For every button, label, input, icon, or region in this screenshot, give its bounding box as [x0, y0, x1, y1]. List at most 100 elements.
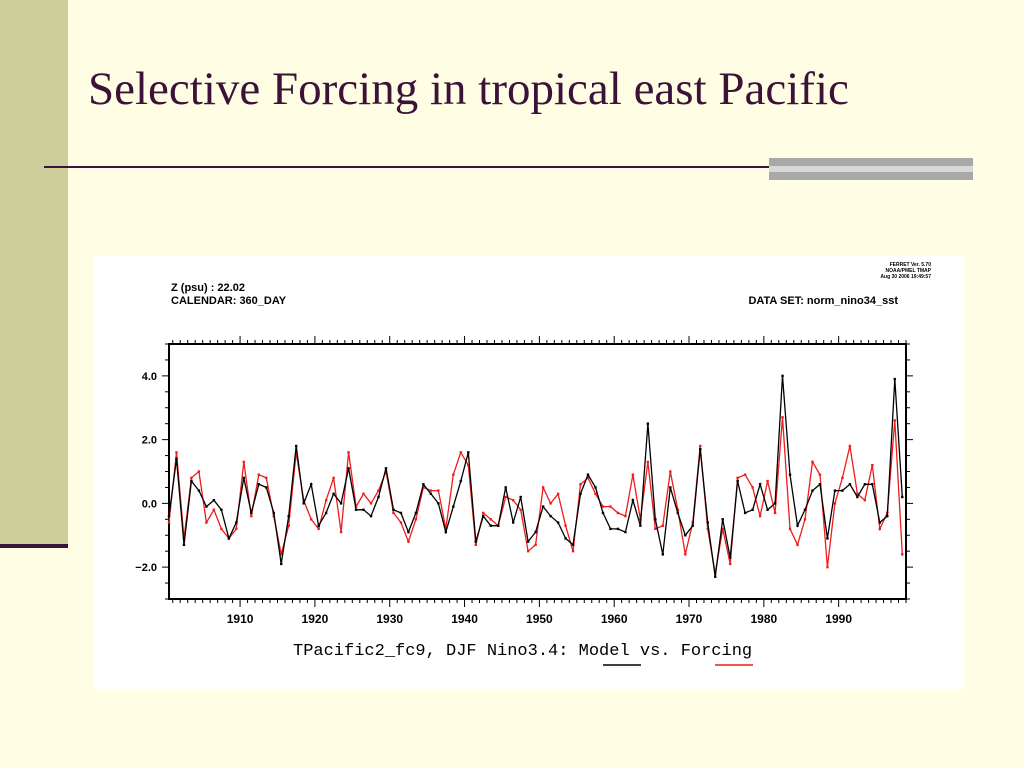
- model-point: [332, 492, 335, 496]
- forcing-point: [586, 476, 590, 480]
- forcing-point: [766, 479, 769, 483]
- model-point: [182, 543, 186, 547]
- model-point: [728, 556, 732, 559]
- forcing-point: [788, 527, 792, 531]
- forcing-point: [309, 518, 313, 521]
- model-point: [212, 498, 216, 502]
- forcing-point: [579, 483, 582, 486]
- forcing-point: [758, 514, 762, 518]
- ferret-stamp-line3: Aug 30 2006 19:49:57: [880, 274, 931, 280]
- forcing-point: [833, 502, 837, 505]
- model-point: [354, 508, 358, 511]
- model-point: [811, 489, 814, 492]
- model-point: [459, 479, 463, 483]
- forcing-point: [736, 476, 739, 480]
- header-dataset-label: DATA SET: norm_nino34_sst: [748, 295, 898, 307]
- forcing-point: [773, 511, 777, 515]
- x-tick-label: 1970: [676, 612, 703, 626]
- model-point: [586, 473, 590, 476]
- model-point: [796, 524, 799, 527]
- model-point: [639, 524, 642, 527]
- model-point: [736, 479, 739, 483]
- forcing-point: [669, 470, 672, 473]
- forcing-point: [287, 524, 290, 527]
- forcing-point: [699, 444, 702, 448]
- model-point: [571, 543, 575, 547]
- model-point: [743, 511, 747, 515]
- model-point: [474, 540, 477, 543]
- model-point: [661, 553, 665, 556]
- model-point: [407, 530, 410, 534]
- model-point: [706, 521, 709, 524]
- model-point: [392, 508, 395, 511]
- forcing-point: [616, 511, 620, 515]
- model-point: [646, 422, 650, 425]
- forcing-point: [863, 498, 867, 502]
- model-point: [452, 505, 455, 508]
- header-calendar-label: CALENDAR: 360_DAY: [171, 295, 287, 307]
- model-point: [526, 540, 530, 543]
- model-point: [841, 489, 844, 492]
- model-point: [669, 486, 672, 489]
- x-tick-label: 1940: [451, 612, 478, 626]
- model-point: [631, 498, 635, 502]
- model-point: [294, 444, 298, 448]
- forcing-point: [556, 492, 560, 496]
- y-tick-label: 4.0: [142, 371, 157, 383]
- forcing-point: [519, 508, 522, 511]
- forcing-point: [339, 530, 343, 534]
- model-point: [556, 521, 560, 524]
- x-axis: 1910 1920 1930 1940 1950 1960 1970 1980 1990: [227, 612, 853, 626]
- forcing-point: [444, 527, 448, 531]
- model-point: [437, 502, 440, 505]
- title-accent-bar-top: [769, 158, 973, 166]
- forcing-point: [422, 486, 425, 489]
- forcing-point: [751, 486, 754, 489]
- forcing-point: [676, 508, 679, 511]
- model-point: [848, 483, 852, 486]
- model-point: [833, 489, 837, 492]
- title-accent-bar-bottom: [769, 172, 973, 180]
- nino34-line-chart: Z (psu) : 22.02 CALENDAR: 360_DAY DATA S…: [135, 262, 932, 666]
- model-point: [287, 514, 290, 518]
- forcing-point: [197, 470, 201, 473]
- model-point: [541, 505, 545, 508]
- model-point: [624, 530, 627, 534]
- forcing-point: [549, 502, 552, 505]
- chart-caption: TPacific2_fc9, DJF Nino3.4: Model vs. Fo…: [293, 642, 752, 661]
- model-point: [699, 447, 702, 451]
- forcing-point: [235, 527, 238, 531]
- model-point: [302, 502, 305, 505]
- model-series-line: [168, 375, 903, 577]
- model-point: [826, 537, 829, 540]
- forcing-point: [332, 476, 335, 480]
- forcing-point: [317, 527, 320, 531]
- forcing-point: [250, 514, 253, 518]
- forcing-point: [205, 521, 208, 524]
- model-point: [818, 483, 822, 486]
- figure-panel: Z (psu) : 22.02 CALENDAR: 360_DAY DATA S…: [93, 256, 964, 689]
- model-point: [235, 521, 238, 524]
- forcing-point: [803, 518, 807, 521]
- forcing-point: [489, 518, 492, 521]
- model-point: [339, 502, 343, 505]
- model-point: [616, 527, 620, 531]
- forcing-point: [437, 489, 440, 492]
- model-point: [324, 511, 328, 515]
- model-point: [272, 511, 275, 515]
- model-point: [369, 514, 373, 518]
- forcing-point: [377, 489, 380, 492]
- forcing-point: [609, 505, 612, 508]
- forcing-point: [781, 416, 784, 419]
- title-underline: [44, 166, 769, 168]
- ferret-stamp-line2: NOAA/PMEL TMAP: [886, 268, 932, 274]
- forcing-point: [564, 524, 567, 527]
- model-point: [549, 514, 552, 518]
- model-point: [489, 524, 492, 527]
- forcing-point: [294, 451, 298, 454]
- model-point: [691, 524, 694, 527]
- model-point: [871, 483, 874, 486]
- forcing-point: [220, 527, 223, 531]
- model-point: [534, 530, 537, 534]
- forcing-point: [347, 451, 350, 454]
